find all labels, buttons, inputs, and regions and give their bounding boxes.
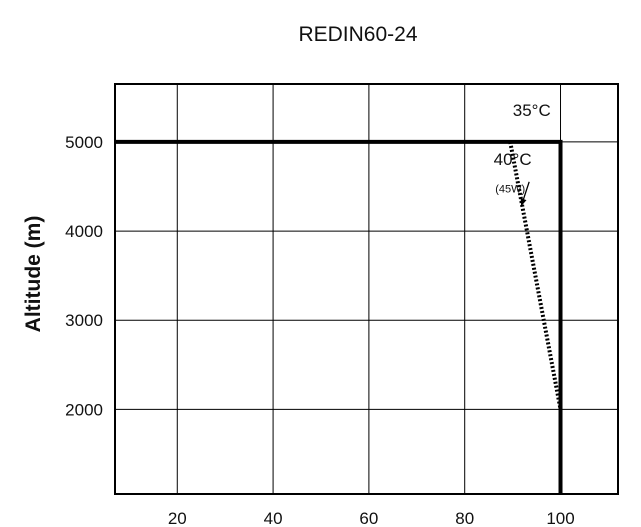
y-axis-label: Altitude (m) xyxy=(22,216,45,333)
x-tick-label: 100 xyxy=(546,509,574,527)
x-tick-label: 40 xyxy=(264,509,283,527)
chart-title: REDIN60-24 xyxy=(298,23,417,46)
tick-labels: 20 40 60 80 100 2000 3000 4000 5000 xyxy=(65,133,575,527)
series-layer xyxy=(115,139,563,494)
series-line-1 xyxy=(508,141,563,410)
y-tick-label: 2000 xyxy=(65,400,103,419)
x-tick-label: 60 xyxy=(359,509,378,527)
y-tick-label: 4000 xyxy=(65,222,103,241)
annotation-arrowhead xyxy=(520,198,527,207)
x-tick-label: 20 xyxy=(168,509,187,527)
series-line-0 xyxy=(115,139,563,494)
annotation-label: 40°C xyxy=(494,150,532,169)
annotations: 35°C 40°C (45W) xyxy=(494,101,551,207)
grid xyxy=(115,84,618,494)
annotation-label: 35°C xyxy=(513,101,551,120)
y-tick-label: 3000 xyxy=(65,311,103,330)
x-tick-label: 80 xyxy=(455,509,474,527)
annotation-label: (45W) xyxy=(495,184,525,196)
y-tick-label: 5000 xyxy=(65,133,103,152)
plot-frame xyxy=(114,83,619,495)
